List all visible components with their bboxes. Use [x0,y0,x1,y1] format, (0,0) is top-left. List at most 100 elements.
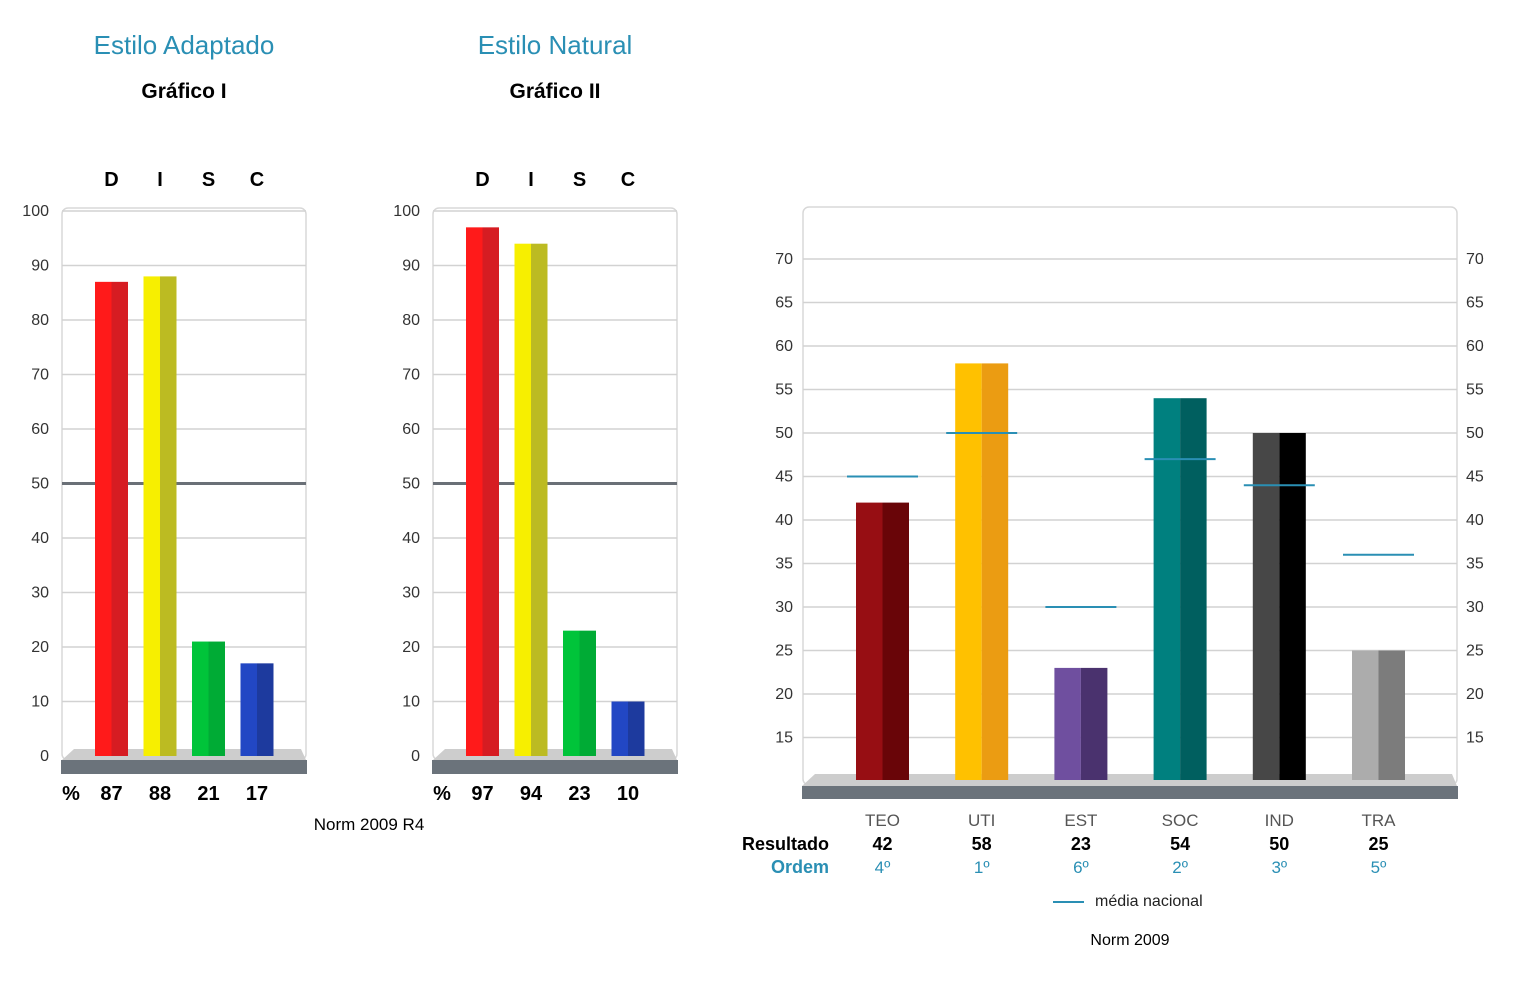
bar-S-left [192,641,209,756]
y-tick-label: 80 [31,312,49,329]
disc-footer: Norm 2009 R4 [313,815,425,834]
base-front [432,760,678,774]
bar-D-left [95,281,112,756]
y-tick-label-right: 30 [1466,599,1484,616]
value-label: 10 [617,783,639,805]
y-tick-label-right: 25 [1466,643,1484,660]
order-value: 3º [1271,858,1287,877]
bar-TRA-right [1378,650,1405,780]
y-tick-label: 50 [402,476,420,493]
bar-IND-left [1252,433,1280,780]
bar-C-right [628,701,645,756]
value-row-label: % [62,783,80,805]
category-label: TEO [865,811,900,830]
category-label: EST [1064,811,1097,830]
category-label: S [573,169,586,191]
y-tick-label: 70 [31,367,49,384]
y-tick-label: 80 [402,312,420,329]
bar-TEO-right [882,502,909,780]
y-tick-label: 70 [402,367,420,384]
chart2-title: Gráfico II [509,80,601,103]
bar-S-left [563,630,580,756]
result-value: 25 [1368,834,1388,854]
bar-C-left [611,701,628,756]
disc-chart-adapted: 0 10 20 30 40 50 60 70 80 90 100 D 87 I 88 S 21 C 17% [22,169,307,805]
base-front [802,786,1458,799]
bar-I-right [160,276,177,756]
bar-TRA-left [1352,650,1379,780]
category-label: D [475,169,489,191]
y-tick-label-left: 30 [775,599,793,616]
category-label: SOC [1162,811,1199,830]
y-tick-label: 100 [22,203,49,220]
legend-label: média nacional [1095,893,1203,910]
order-value: 5º [1371,858,1387,877]
value-label: 87 [100,783,122,805]
bar-UTI-right [981,363,1009,780]
value-label: 97 [471,783,493,805]
bar-EST-right [1080,667,1108,780]
y-tick-label-right: 45 [1466,469,1484,486]
category-label: C [250,169,264,191]
bar-IND-right [1279,433,1306,780]
y-tick-label: 0 [40,748,49,765]
value-label: 21 [197,783,219,805]
y-tick-label-left: 55 [775,382,793,399]
result-value: 54 [1170,834,1190,854]
bar-I-left [143,276,160,756]
y-tick-label-left: 40 [775,512,793,529]
y-tick-label-left: 60 [775,338,793,355]
result-value: 42 [872,834,892,854]
y-tick-label-left: 25 [775,643,793,660]
bar-C-left [240,663,257,756]
order-row-label: Ordem [771,857,829,877]
y-tick-label: 90 [402,258,420,275]
result-value: 50 [1269,834,1289,854]
bar-SOC-left [1153,398,1181,780]
category-label: C [621,169,635,191]
y-tick-label-right: 70 [1466,251,1484,268]
bar-D-left [466,227,483,757]
category-label: IND [1265,811,1294,830]
value-label: 17 [246,783,268,805]
y-tick-label-right: 65 [1466,295,1484,312]
result-value: 23 [1071,834,1091,854]
y-tick-label: 30 [31,585,49,602]
legend-line-swatch [1053,901,1084,903]
value-label: 23 [568,783,590,805]
y-tick-label-left: 35 [775,556,793,573]
disc-chart-natural: 0 10 20 30 40 50 60 70 80 90 100 D 97 I 94 S 23 C 10% [393,169,678,805]
bar-D-right [111,281,128,756]
bar-C-right [257,663,274,756]
values-footer: Norm 2009 [1090,932,1170,949]
y-tick-label-right: 50 [1466,425,1484,442]
category-label: UTI [968,811,995,830]
category-label: S [202,169,215,191]
bar-TEO-left [856,502,883,780]
y-tick-label: 50 [31,476,49,493]
category-label: I [528,169,534,191]
y-tick-label-left: 45 [775,469,793,486]
chart1-style-title: Estilo Adaptado [93,30,275,60]
y-tick-label: 90 [31,258,49,275]
chart2-style-title: Estilo Natural [477,30,633,60]
y-tick-label: 30 [402,585,420,602]
bar-I-left [514,243,531,756]
y-tick-label: 20 [402,639,420,656]
order-value: 6º [1073,858,1089,877]
result-row-label: Resultado [742,834,829,854]
y-tick-label-left: 50 [775,425,793,442]
bar-I-right [531,243,548,756]
y-tick-label: 60 [31,421,49,438]
value-label: 94 [520,783,543,805]
y-tick-label: 40 [402,530,420,547]
value-row-label: % [433,783,451,805]
legend-national-average: média nacional [1053,891,1203,913]
order-value: 2º [1172,858,1188,877]
y-tick-label-right: 55 [1466,382,1484,399]
y-tick-label: 100 [393,203,420,220]
result-value: 58 [972,834,992,854]
y-tick-label-left: 65 [775,295,793,312]
bar-SOC-right [1180,398,1207,780]
